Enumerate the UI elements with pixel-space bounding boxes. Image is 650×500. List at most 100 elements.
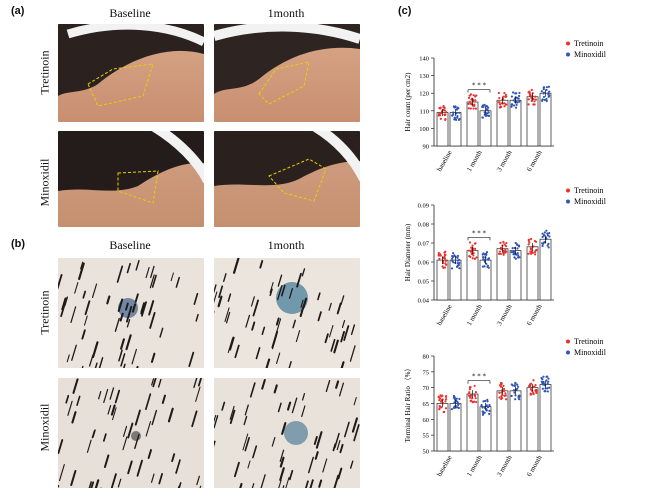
data-point <box>534 95 537 98</box>
data-point <box>544 240 547 244</box>
data-point <box>456 254 460 258</box>
data-point <box>497 252 501 255</box>
data-point <box>510 394 513 398</box>
legend-label-minoxidil: Minoxidil <box>574 197 607 206</box>
data-point <box>481 413 485 416</box>
data-point <box>541 98 544 101</box>
y-tick-label: 120 <box>419 91 429 98</box>
significance-stars: * * * <box>472 373 487 381</box>
panel-b-row-minoxidil: Minoxidil <box>37 403 52 452</box>
data-point <box>504 394 507 397</box>
data-point <box>500 383 503 386</box>
data-point <box>517 254 520 257</box>
data-point <box>437 251 440 255</box>
y-tick-label: 80 <box>423 354 430 361</box>
data-point <box>527 243 530 246</box>
data-point <box>475 256 478 259</box>
data-point <box>511 91 515 94</box>
data-point <box>456 116 459 119</box>
data-point <box>437 112 441 116</box>
y-tick-label: 90 <box>423 144 430 151</box>
data-point <box>529 237 533 241</box>
x-tick-label: 6 month <box>525 149 544 173</box>
data-point <box>542 86 545 89</box>
data-point <box>528 90 531 93</box>
data-point <box>485 404 488 407</box>
data-point <box>472 94 475 97</box>
data-point <box>453 401 456 404</box>
data-point <box>517 398 521 401</box>
data-point <box>530 252 533 255</box>
data-point <box>513 384 516 387</box>
data-point <box>438 107 441 110</box>
data-point <box>515 103 518 106</box>
data-point <box>483 103 486 106</box>
dermoscopy-tretinoin-baseline <box>58 258 204 368</box>
x-tick-label: 3 month <box>495 303 514 327</box>
data-point <box>517 97 520 100</box>
data-point <box>485 409 488 412</box>
data-point <box>532 391 535 395</box>
legend-marker-tretinoin <box>566 41 570 46</box>
data-point <box>542 91 546 94</box>
data-point <box>514 388 517 391</box>
data-point <box>546 375 549 378</box>
legend-label-minoxidil: Minoxidil <box>574 50 607 59</box>
data-point <box>497 91 501 95</box>
data-point <box>534 383 537 387</box>
data-point <box>527 239 530 242</box>
data-point <box>454 106 457 109</box>
data-point <box>545 98 548 101</box>
data-point <box>469 386 472 389</box>
data-point <box>511 384 514 387</box>
data-point <box>444 394 448 398</box>
panel-b-col-baseline: Baseline <box>109 238 151 252</box>
data-point <box>514 241 517 245</box>
data-point <box>450 267 454 270</box>
data-point <box>547 242 550 245</box>
data-point <box>516 247 519 250</box>
data-point <box>505 250 508 253</box>
data-point <box>473 103 476 106</box>
data-point <box>473 257 476 260</box>
data-point <box>547 380 550 383</box>
data-point <box>443 253 447 256</box>
data-point <box>518 94 521 98</box>
data-point <box>451 259 454 263</box>
data-point <box>514 398 517 401</box>
data-point <box>444 407 448 410</box>
data-point <box>439 117 442 120</box>
data-point <box>486 400 489 403</box>
data-point <box>488 412 491 415</box>
panel-b-label: (b) <box>11 238 26 250</box>
data-point <box>542 95 546 99</box>
data-point <box>481 105 484 108</box>
data-point <box>458 117 461 121</box>
data-point <box>452 251 455 255</box>
data-point <box>437 253 440 256</box>
dermoscopy-minoxidil-baseline <box>58 378 204 488</box>
data-point <box>534 388 537 392</box>
significance-stars: * * * <box>472 229 487 237</box>
data-point <box>513 256 516 259</box>
data-point <box>541 387 544 390</box>
data-point <box>518 100 521 103</box>
data-point <box>480 404 483 407</box>
data-point <box>473 384 476 388</box>
data-point <box>439 254 442 257</box>
x-tick-label: 6 month <box>525 303 544 327</box>
data-point <box>469 250 473 253</box>
data-point <box>455 108 459 111</box>
photo-minoxidil-baseline <box>58 131 204 227</box>
data-point <box>457 258 461 262</box>
data-point <box>505 241 508 245</box>
data-point <box>502 95 505 98</box>
data-point <box>512 389 515 392</box>
data-point <box>484 399 487 403</box>
data-point <box>510 250 513 254</box>
panel-b-col-1month: 1month <box>267 238 305 252</box>
data-point <box>467 107 470 110</box>
data-point <box>469 107 472 110</box>
y-tick-label: 0.07 <box>418 241 430 248</box>
data-point <box>485 108 488 111</box>
